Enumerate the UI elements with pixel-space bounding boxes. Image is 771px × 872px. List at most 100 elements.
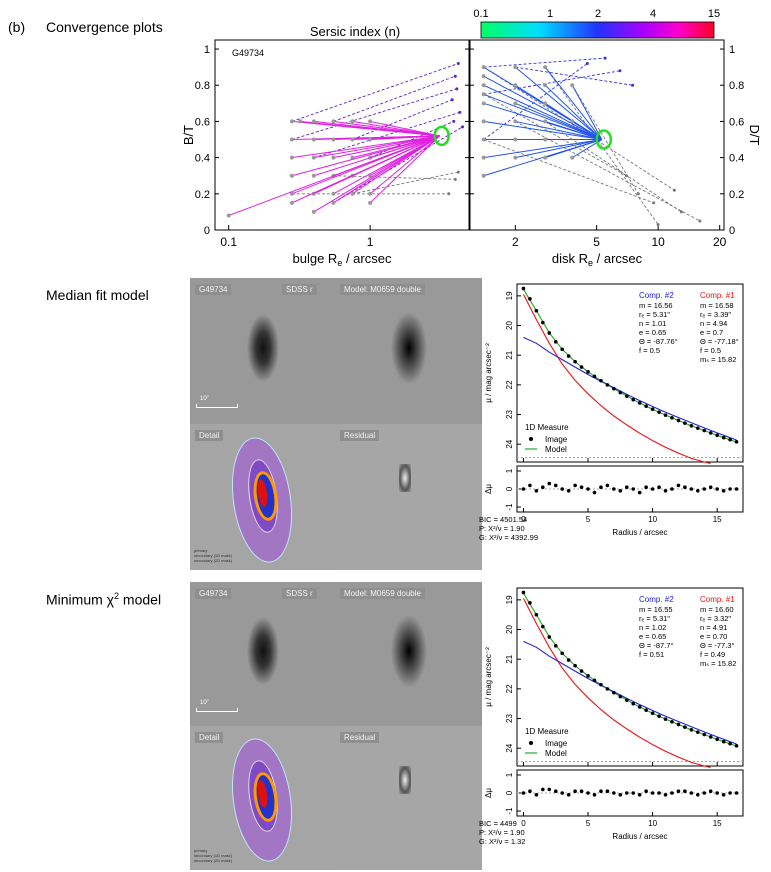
minimum-residual-tag: Residual <box>340 732 380 743</box>
divergent-end-point <box>672 188 676 192</box>
median-model-image <box>336 278 482 424</box>
residual-point <box>618 489 623 493</box>
residual-point <box>579 485 584 489</box>
convergence-arrow <box>515 139 602 159</box>
y-tick-label: 0.2 <box>195 189 210 201</box>
divergent-arrow <box>483 93 627 177</box>
image-data-point <box>734 440 739 444</box>
residual-point <box>547 481 552 486</box>
start-point <box>289 119 294 124</box>
start-point <box>513 101 518 106</box>
y-tick-label: 19 <box>505 291 514 300</box>
convergence-arrow <box>571 84 603 140</box>
residual-point <box>631 791 636 795</box>
scale-bar-label: 10" <box>200 700 209 706</box>
start-point <box>368 191 373 196</box>
divergent-arrow <box>352 99 453 140</box>
comp1-title: Comp. #1 <box>700 595 735 604</box>
image-data-point <box>599 682 603 687</box>
divergent-arrow <box>291 63 459 122</box>
divergent-arrow <box>333 75 456 122</box>
convergence-arrow <box>515 120 602 141</box>
y-tick-label: 1 <box>729 44 735 56</box>
convergence-arrow <box>515 102 603 140</box>
image-data-point <box>573 663 577 668</box>
image-data-point <box>624 394 629 398</box>
convergence-arrow <box>291 135 440 204</box>
comp2-parameter: f = 0.51 <box>639 650 664 659</box>
median-galaxy-tag: G49734 <box>195 284 232 295</box>
start-point <box>543 65 548 70</box>
divergent-arrow <box>313 111 460 159</box>
start-point <box>570 83 575 88</box>
residual-point <box>612 791 616 795</box>
residual-point <box>676 483 681 488</box>
comp2-title: Comp. #2 <box>639 595 674 604</box>
image-data-point <box>573 359 577 364</box>
divergent-end-point <box>652 201 656 205</box>
scale-bar-label: 10" <box>200 396 209 402</box>
divergent-end-point <box>636 192 640 196</box>
image-data-point <box>579 365 584 369</box>
image-data-point <box>637 401 642 405</box>
legend-model-label: Model <box>545 749 567 758</box>
minimum-model-image <box>336 582 482 726</box>
start-point <box>311 119 316 124</box>
image-data-point <box>683 725 687 729</box>
y-tick-label: 0.8 <box>729 80 744 92</box>
image-data-point <box>689 728 694 732</box>
residual-point <box>528 789 532 793</box>
residual-point <box>521 791 526 795</box>
residual-point <box>663 793 668 797</box>
x-tick-label: 5 <box>586 515 591 524</box>
divergent-end-point <box>631 83 635 87</box>
residual-point <box>541 787 545 792</box>
start-point <box>289 191 294 196</box>
image-data-point <box>541 320 545 325</box>
start-point <box>481 119 486 124</box>
convergence-arrow <box>483 120 602 141</box>
start-point <box>289 155 294 160</box>
image-data-point <box>547 331 552 335</box>
image-data-point <box>696 426 700 430</box>
divergent-arrow <box>291 88 457 140</box>
start-point <box>543 119 548 124</box>
residual-point <box>534 489 539 493</box>
image-data-point <box>663 413 668 417</box>
residual-point <box>657 485 661 489</box>
convergence-arrow <box>291 135 440 159</box>
start-point <box>331 191 336 196</box>
comp2-parameter: rₑ = 5.31" <box>639 614 670 623</box>
residual-point <box>592 490 597 495</box>
median-sdss-image <box>190 278 336 424</box>
bulge-x-axis-label: bulge Re / arcsec <box>293 251 392 268</box>
residual-point <box>650 487 655 491</box>
residual-point <box>553 483 558 488</box>
image-data-point <box>715 433 719 438</box>
x-tick-label: 2 <box>512 235 519 249</box>
x-tick-label: 15 <box>713 819 722 828</box>
image-data-point <box>650 711 655 715</box>
comp1-parameter: n = 4.94 <box>700 319 727 328</box>
legend-model-label: Model <box>545 445 567 454</box>
start-point <box>331 155 336 160</box>
divergent-end-point <box>458 110 462 114</box>
x-tick-label: 0.1 <box>220 235 237 249</box>
image-data-point <box>612 386 616 391</box>
legend-image-label: Image <box>545 739 568 748</box>
y-tick-label: 23 <box>505 410 514 419</box>
divergent-end-point <box>456 170 460 174</box>
figure-label: (b) <box>8 19 26 35</box>
divergent-end-point <box>450 98 454 102</box>
image-data-point <box>553 644 558 648</box>
residual-y-tick-label: -1 <box>505 807 514 815</box>
convergence-arrow <box>483 75 603 140</box>
disk-y-axis-label: D/T <box>747 125 762 146</box>
converged-marker <box>433 125 450 147</box>
divergent-end-point <box>456 62 460 66</box>
fit-statistic: G: X²/ν = 4392.99 <box>479 533 538 542</box>
convergence-arrow <box>483 84 603 140</box>
colorbar-tick-label: 0.1 <box>473 8 488 20</box>
comp2-parameter: e = 0.65 <box>639 328 666 337</box>
